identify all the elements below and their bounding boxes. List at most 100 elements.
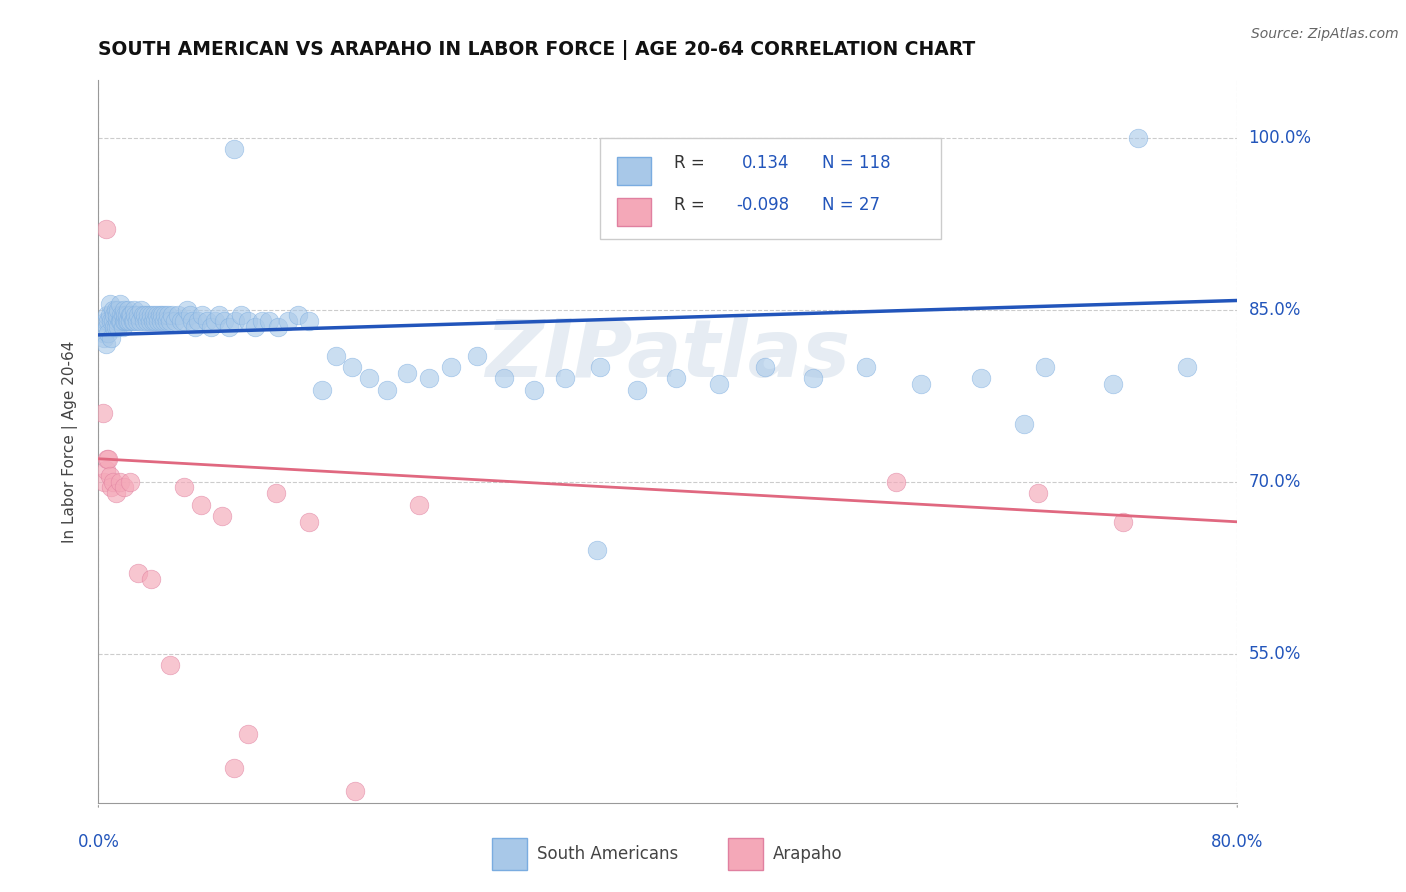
Point xyxy=(311,383,333,397)
Point xyxy=(970,371,993,385)
Point xyxy=(115,314,138,328)
FancyBboxPatch shape xyxy=(617,157,651,185)
Point xyxy=(801,371,824,385)
Point xyxy=(145,314,167,328)
Point xyxy=(910,377,932,392)
Point xyxy=(287,309,309,323)
Point xyxy=(165,314,187,328)
Point xyxy=(100,331,122,345)
Point xyxy=(139,309,162,323)
Point xyxy=(149,309,172,323)
Point xyxy=(100,314,122,328)
Point xyxy=(122,302,145,317)
Point xyxy=(94,337,117,351)
Point xyxy=(229,309,252,323)
Point xyxy=(94,314,117,328)
Point xyxy=(101,314,124,328)
Point xyxy=(236,314,259,328)
Point xyxy=(494,371,516,385)
Point xyxy=(136,309,159,323)
Point xyxy=(153,314,176,328)
Point xyxy=(224,314,246,328)
Point xyxy=(377,383,399,397)
Point xyxy=(159,314,181,328)
Point xyxy=(122,314,145,328)
Point xyxy=(127,309,149,323)
Point xyxy=(138,314,160,328)
Point xyxy=(754,359,776,374)
Point xyxy=(98,297,121,311)
Point xyxy=(1026,486,1049,500)
Point xyxy=(211,509,233,524)
Point xyxy=(266,486,288,500)
Point xyxy=(112,480,135,494)
Point xyxy=(195,314,218,328)
Point xyxy=(131,309,153,323)
Point xyxy=(298,314,321,328)
Point xyxy=(181,314,204,328)
Point xyxy=(884,475,907,489)
Point xyxy=(93,475,115,489)
Point xyxy=(259,314,281,328)
Point xyxy=(107,302,129,317)
Text: 100.0%: 100.0% xyxy=(1249,128,1312,146)
Point xyxy=(1033,359,1056,374)
Point xyxy=(101,302,124,317)
Point xyxy=(111,309,134,323)
Point xyxy=(707,377,730,392)
Y-axis label: In Labor Force | Age 20-64: In Labor Force | Age 20-64 xyxy=(62,341,77,542)
Point xyxy=(156,314,179,328)
Point xyxy=(340,359,363,374)
Point xyxy=(191,309,214,323)
Point xyxy=(585,543,607,558)
Text: -0.098: -0.098 xyxy=(737,195,789,213)
Point xyxy=(121,314,143,328)
Point xyxy=(98,309,121,323)
Point xyxy=(190,498,212,512)
Point xyxy=(134,309,156,323)
Point xyxy=(96,319,118,334)
Point xyxy=(105,314,128,328)
Text: South Americans: South Americans xyxy=(537,845,678,863)
Text: R =: R = xyxy=(673,195,704,213)
Point xyxy=(267,319,290,334)
Point xyxy=(96,309,118,323)
Point xyxy=(179,309,201,323)
Point xyxy=(162,309,184,323)
Text: 0.0%: 0.0% xyxy=(77,833,120,851)
Point xyxy=(396,366,419,380)
Point xyxy=(135,314,157,328)
Text: 0.134: 0.134 xyxy=(742,154,789,172)
Point xyxy=(142,309,165,323)
Point xyxy=(91,326,114,340)
Point xyxy=(1126,130,1149,145)
Point xyxy=(124,309,146,323)
Point xyxy=(167,309,190,323)
Text: R =: R = xyxy=(673,154,710,172)
Point xyxy=(94,463,117,477)
FancyBboxPatch shape xyxy=(617,198,651,227)
Point xyxy=(104,486,127,500)
Point xyxy=(357,371,380,385)
Text: 85.0%: 85.0% xyxy=(1249,301,1301,318)
Point xyxy=(118,309,141,323)
Text: Arapaho: Arapaho xyxy=(773,845,844,863)
Point xyxy=(173,480,195,494)
Point xyxy=(108,297,131,311)
Point xyxy=(243,319,266,334)
Point xyxy=(588,359,610,374)
Point xyxy=(155,309,177,323)
Point xyxy=(115,309,138,323)
Point xyxy=(626,383,648,397)
Point xyxy=(111,319,134,334)
Point xyxy=(117,314,139,328)
Text: N = 27: N = 27 xyxy=(821,195,880,213)
Point xyxy=(110,314,132,328)
Point xyxy=(118,475,141,489)
Point xyxy=(97,326,120,340)
Point xyxy=(218,319,240,334)
Point xyxy=(170,314,193,328)
Point xyxy=(222,761,245,775)
Text: 55.0%: 55.0% xyxy=(1249,645,1301,663)
Point xyxy=(128,314,150,328)
